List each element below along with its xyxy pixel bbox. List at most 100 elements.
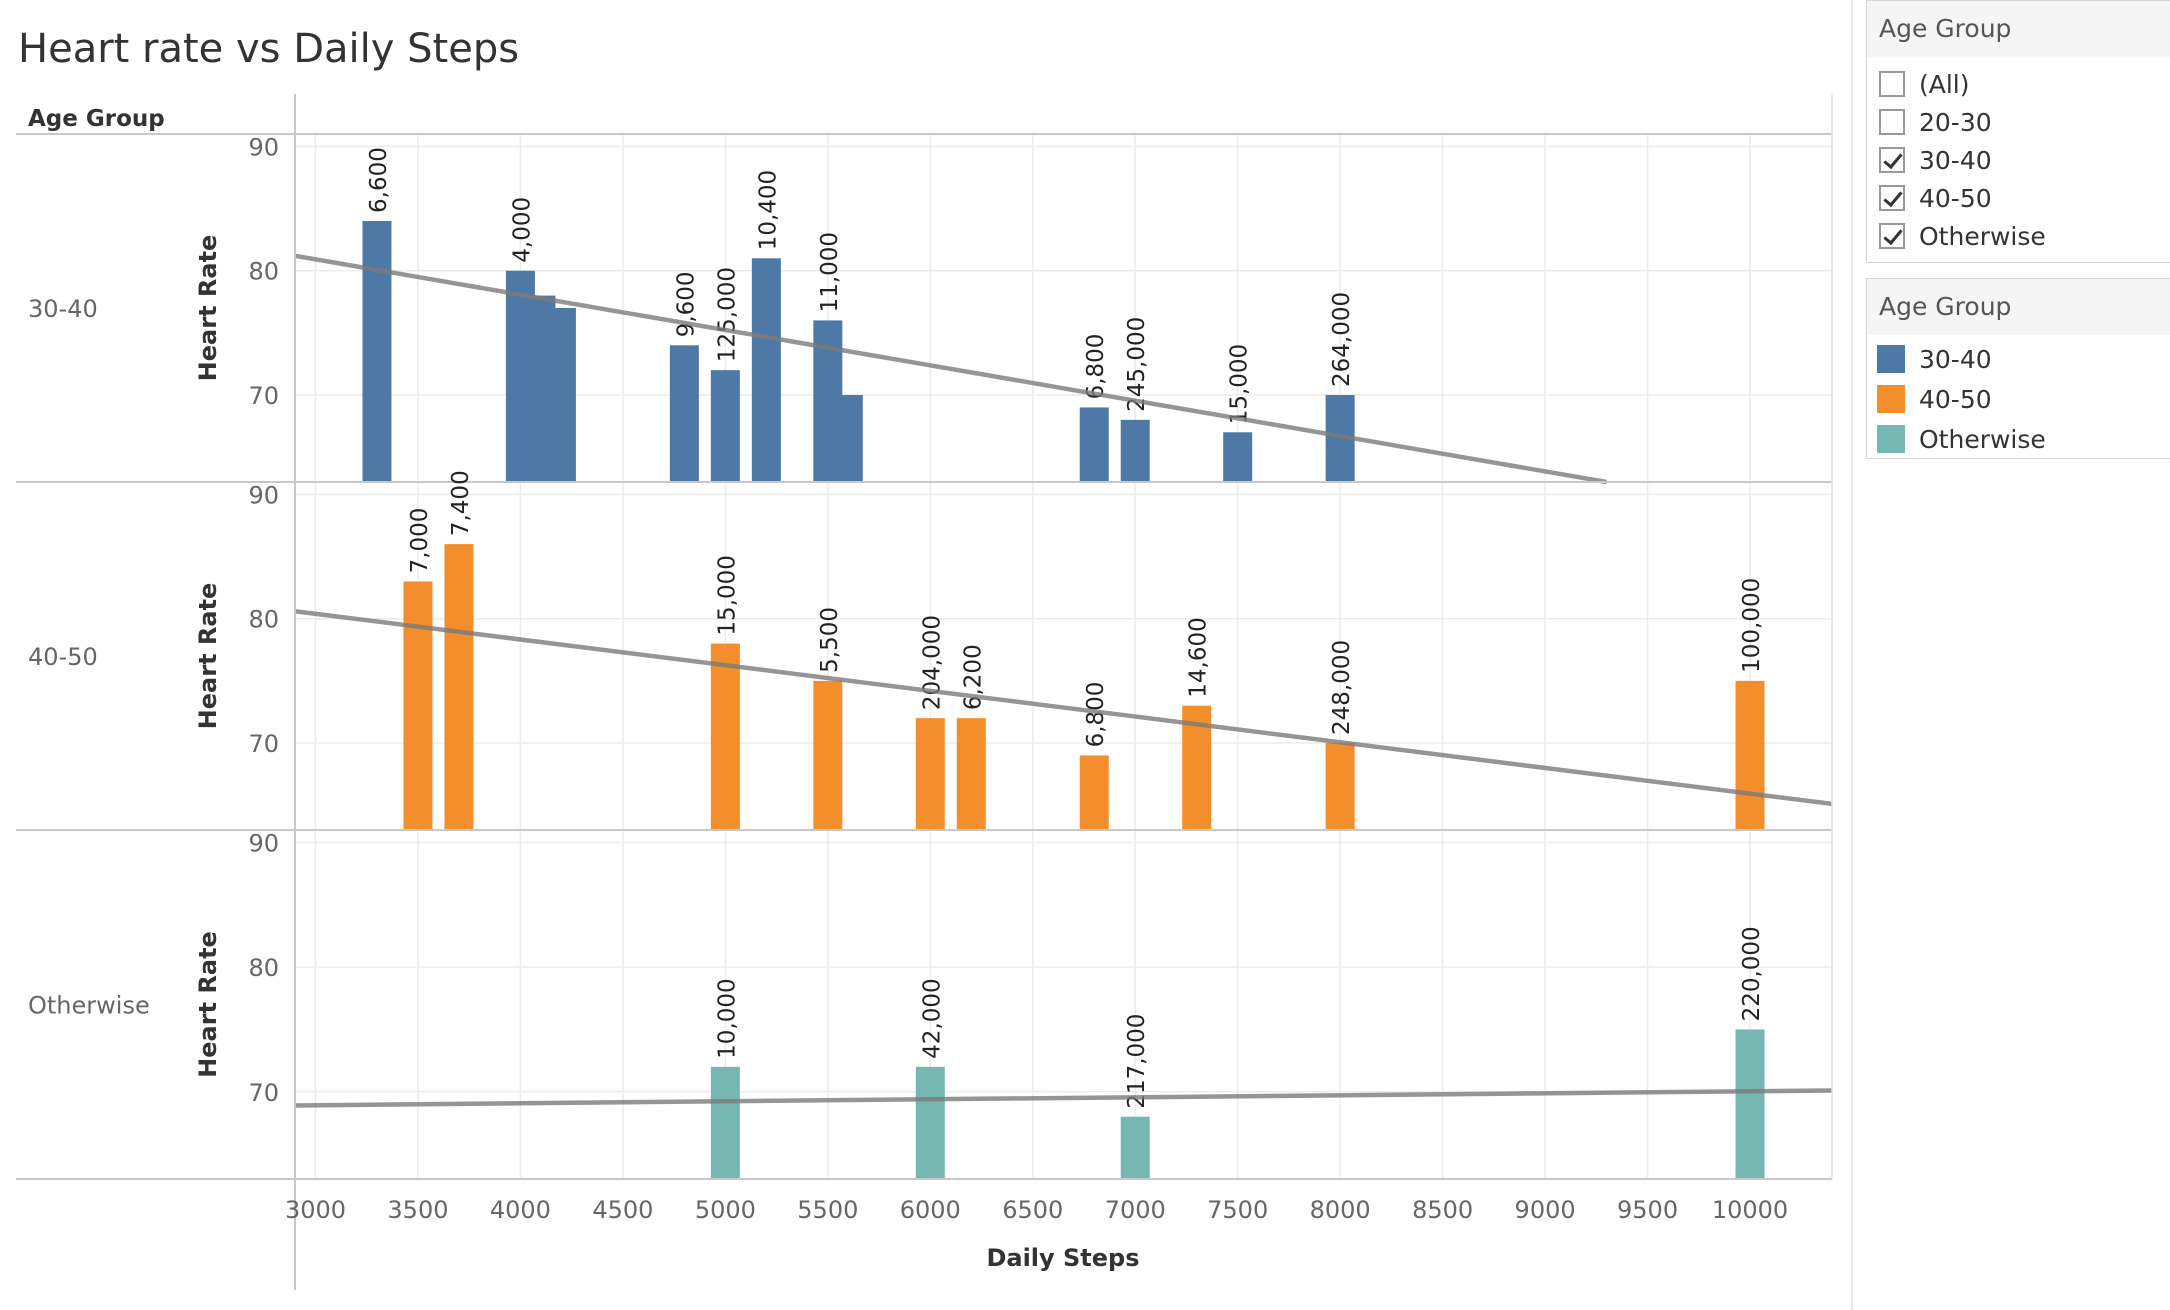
y-axis-title: Heart Rate [194,235,222,382]
bar[interactable] [915,718,945,830]
data-label: 7,000 [407,508,433,574]
filter-item-all[interactable]: (All) [1867,65,2170,103]
bar[interactable] [710,643,740,830]
bar[interactable] [1079,407,1109,482]
legend-item-label: 40-50 [1919,384,1992,414]
data-label: 6,600 [366,147,392,213]
data-label: 248,000 [1329,640,1355,735]
trend-line [294,609,1833,807]
legend-item-30-40[interactable]: 30-40 [1867,339,2170,379]
bar[interactable] [710,370,740,482]
data-label: 100,000 [1739,578,1765,673]
data-label: 11,000 [817,232,843,312]
row-header: Age Group [28,106,165,132]
data-label: 264,000 [1329,292,1355,387]
bar[interactable] [915,1066,945,1179]
bar[interactable] [403,581,433,830]
filter-item-label: 20-30 [1919,107,1992,137]
row-label-40-50: 40-50 [28,643,98,671]
filter-item-label: 30-40 [1919,145,1992,175]
bar[interactable] [833,395,863,482]
data-label: 15,000 [1227,344,1253,424]
data-label: 5,500 [817,607,843,673]
row-label-30-40: 30-40 [28,295,98,323]
x-tick-label: 8500 [1412,1196,1473,1224]
bar[interactable] [444,544,474,830]
filter-item-40-50[interactable]: 40-50 [1867,179,2170,217]
legend-swatch-30-40 [1877,345,1905,373]
bar[interactable] [669,345,699,482]
filter-item-label: 40-50 [1919,183,1992,213]
data-label: 125,000 [714,267,740,362]
bar[interactable] [1325,743,1355,830]
bar[interactable] [1120,419,1150,482]
legend-item-40-50[interactable]: 40-50 [1867,379,2170,419]
x-tick-label: 6000 [900,1196,961,1224]
y-tick-label: 70 [248,382,279,410]
data-label: 204,000 [919,615,945,710]
filter-item-label: Otherwise [1919,221,2046,251]
x-tick-label: 5000 [695,1196,756,1224]
legend-title: Age Group [1867,279,2170,335]
bar[interactable] [1223,432,1253,482]
y-tick-label: 80 [248,954,279,982]
y-tick-label: 90 [248,481,279,509]
trend-line [294,1088,1833,1108]
bar[interactable] [710,1066,740,1179]
data-label: 14,600 [1186,617,1212,697]
checkbox-40-50[interactable] [1879,185,1905,211]
x-tick-label: 3000 [285,1196,346,1224]
bar[interactable] [813,680,843,830]
y-tick-label: 70 [248,730,279,758]
y-axis-title: Heart Rate [194,583,222,730]
checkbox-all[interactable] [1879,71,1905,97]
filter-item-20-30[interactable]: 20-30 [1867,103,2170,141]
bar[interactable] [1735,1029,1765,1179]
data-label: 10,400 [755,170,781,250]
bar[interactable] [956,718,986,830]
x-tick-label: 7000 [1105,1196,1166,1224]
chart-title: Heart rate vs Daily Steps [18,26,519,72]
color-legend: Age Group 30-40 40-50 Otherwise [1866,278,2170,459]
data-label: 15,000 [714,555,740,635]
trend-line [294,253,1607,485]
data-label: 6,800 [1083,334,1109,400]
data-label: 10,000 [714,978,740,1058]
bar[interactable] [362,221,392,482]
sidebar-divider [1851,0,1853,1310]
x-tick-label: 6500 [1002,1196,1063,1224]
y-tick-label: 70 [248,1079,279,1107]
x-tick-label: 9000 [1515,1196,1576,1224]
bar[interactable] [546,308,576,482]
chart: Heart rate vs Daily Steps Age Group Dail… [16,26,1833,1290]
filter-item-otherwise[interactable]: Otherwise [1867,217,2170,255]
data-label: 4,000 [509,197,535,263]
checkbox-20-30[interactable] [1879,109,1905,135]
data-label: 42,000 [919,978,945,1058]
data-label: 245,000 [1124,317,1150,412]
x-tick-label: 5500 [797,1196,858,1224]
filter-item-30-40[interactable]: 30-40 [1867,141,2170,179]
legend-swatch-40-50 [1877,385,1905,413]
x-tick-label: 9500 [1617,1196,1678,1224]
data-label: 9,600 [673,271,699,337]
bar[interactable] [1079,755,1109,830]
x-tick-label: 4000 [490,1196,551,1224]
data-label: 217,000 [1124,1014,1150,1109]
data-label: 6,200 [960,644,986,710]
y-axis-title: Heart Rate [194,931,222,1078]
x-tick-label: 8000 [1310,1196,1371,1224]
y-tick-label: 90 [248,133,279,161]
data-label: 220,000 [1739,926,1765,1021]
filter-title: Age Group [1867,1,2170,57]
legend-item-otherwise[interactable]: Otherwise [1867,419,2170,459]
bar[interactable] [1120,1116,1150,1179]
checkbox-30-40[interactable] [1879,147,1905,173]
y-tick-label: 90 [248,829,279,857]
y-tick-label: 80 [248,258,279,286]
bar[interactable] [1735,680,1765,830]
legend-item-label: 30-40 [1919,344,1992,374]
x-tick-label: 4500 [592,1196,653,1224]
checkbox-otherwise[interactable] [1879,223,1905,249]
bar[interactable] [751,258,781,482]
